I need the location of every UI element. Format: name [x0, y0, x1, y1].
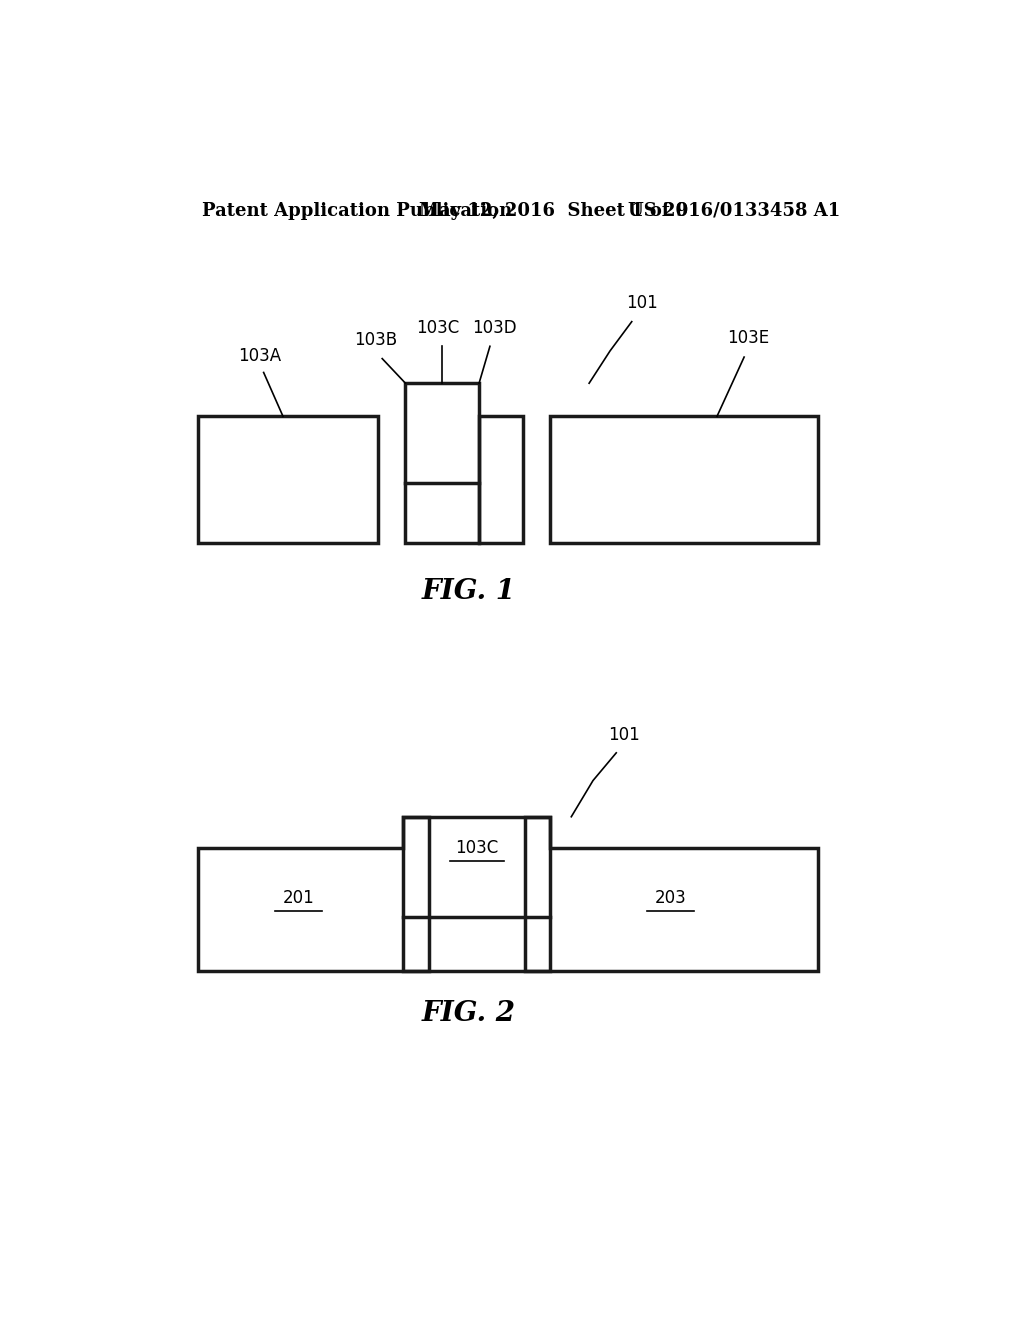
- Text: 103C: 103C: [420, 323, 463, 342]
- Bar: [128, 251, 922, 636]
- Text: 101: 101: [627, 294, 658, 313]
- Text: 103A: 103A: [239, 347, 282, 364]
- Text: FIG. 1: FIG. 1: [422, 578, 516, 605]
- Text: 103B: 103B: [362, 333, 406, 351]
- Bar: [128, 620, 922, 1006]
- Bar: [550, 416, 818, 544]
- Text: 103C: 103C: [455, 838, 499, 857]
- Bar: [403, 817, 550, 970]
- Text: FIG. 2: FIG. 2: [422, 999, 516, 1027]
- Text: May 12, 2016  Sheet 1 of 9: May 12, 2016 Sheet 1 of 9: [419, 202, 688, 219]
- Text: 103A: 103A: [239, 347, 282, 364]
- Text: 101: 101: [627, 294, 658, 313]
- Text: 103B: 103B: [354, 331, 397, 350]
- Text: 103E: 103E: [727, 331, 769, 350]
- Bar: [479, 416, 523, 544]
- Text: 103E: 103E: [727, 329, 769, 347]
- Bar: [198, 847, 429, 970]
- Bar: [403, 817, 550, 970]
- Text: FIG. 1: FIG. 1: [422, 579, 516, 607]
- Text: 203: 203: [654, 888, 686, 907]
- Text: 201: 201: [283, 888, 314, 907]
- Text: Patent Application Publication: Patent Application Publication: [202, 202, 512, 219]
- Text: US 2016/0133458 A1: US 2016/0133458 A1: [628, 202, 840, 219]
- Text: 103C: 103C: [417, 319, 460, 337]
- Bar: [198, 416, 378, 544]
- Bar: [198, 416, 378, 544]
- Text: 101: 101: [608, 726, 640, 743]
- Text: 103D: 103D: [472, 319, 517, 337]
- Bar: [403, 383, 479, 544]
- Bar: [550, 416, 818, 544]
- Bar: [524, 847, 818, 970]
- Bar: [406, 383, 479, 544]
- Text: 103D: 103D: [474, 323, 518, 342]
- Bar: [479, 416, 523, 544]
